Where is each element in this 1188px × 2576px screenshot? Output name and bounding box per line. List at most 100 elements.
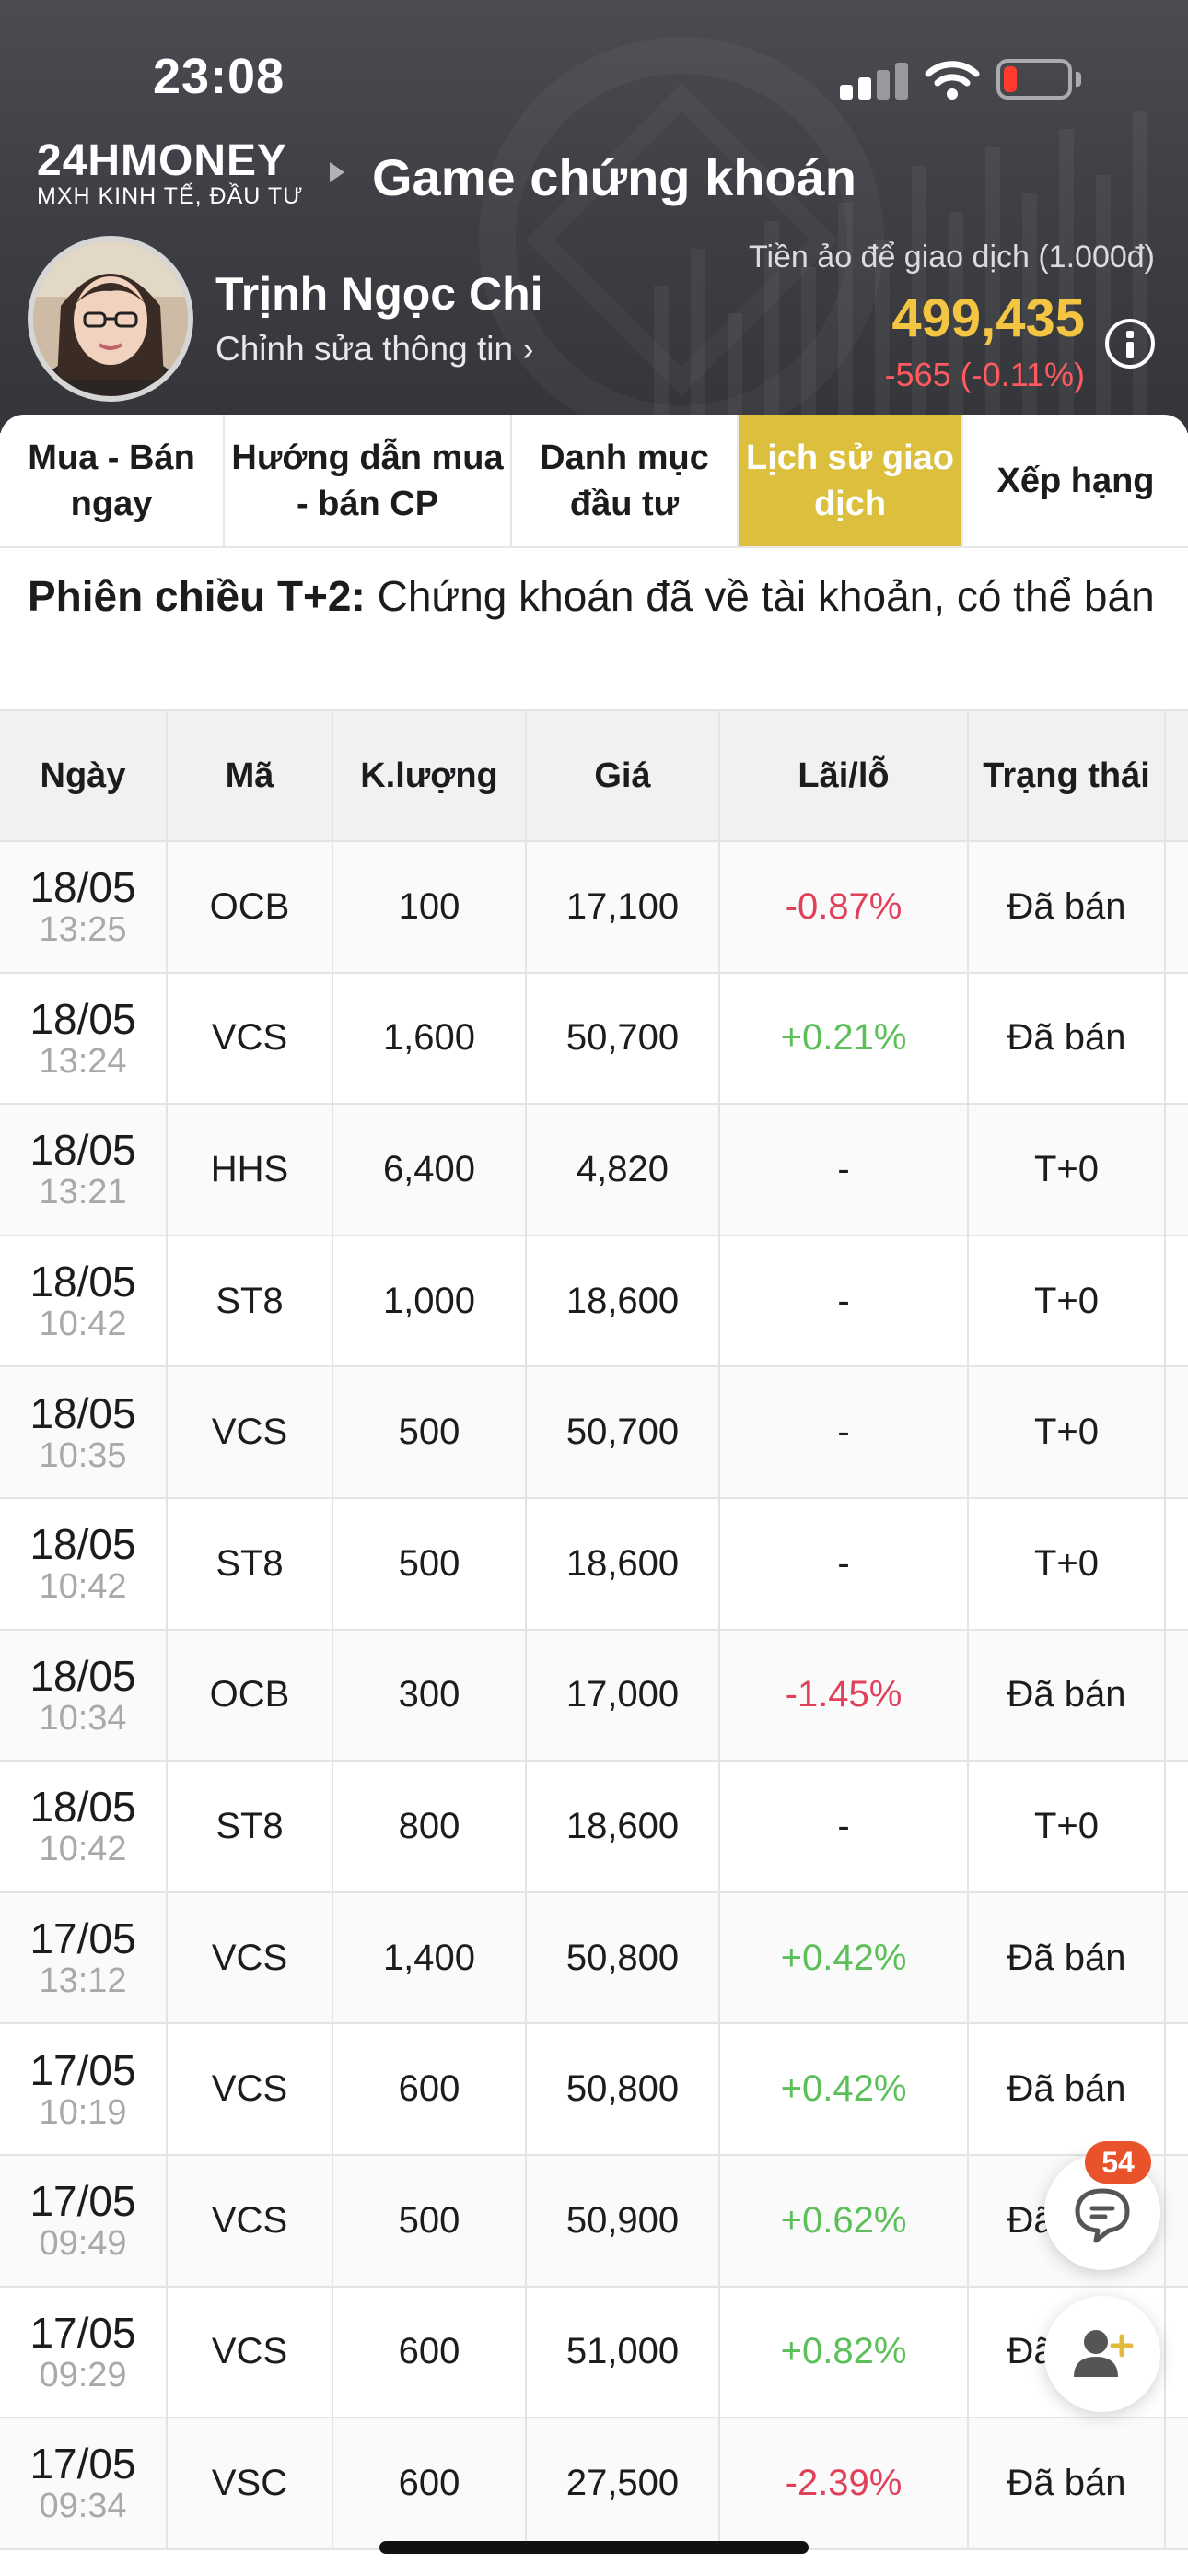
cell-price: 50,900 [527, 2155, 720, 2286]
cell-status: Đã bán [969, 1630, 1166, 1761]
cell-price: 27,500 [527, 2418, 720, 2548]
tab-portfolio[interactable]: Danh mục đầu tư [512, 415, 739, 546]
brand-logo[interactable]: 24HMONEY MXH KINH TẾ, ĐẦU TƯ [37, 136, 304, 209]
balance-value: 499,435 [891, 288, 1085, 348]
trade-date: 18/05 [29, 1126, 136, 1175]
cell-price: 17,000 [527, 1630, 720, 1761]
cell-profit-loss: - [720, 1498, 969, 1629]
tab-ranking[interactable]: Xếp hạng [996, 461, 1155, 500]
avatar[interactable] [28, 236, 193, 402]
chevron-right-icon [330, 162, 344, 182]
cell-status: T+0 [969, 1762, 1166, 1891]
tab-bar: Mua - Bán ngay Hướng dẫn mua - bán CP Da… [0, 415, 1188, 548]
trade-time: 13:21 [39, 1173, 127, 1212]
chat-notification-badge: 54 [1085, 2141, 1151, 2184]
edit-profile-link[interactable]: Chỉnh sửa thông tin › [215, 330, 534, 368]
cell-quantity: 600 [333, 2287, 527, 2418]
table-row[interactable]: 18/05 10:34 OCB 300 17,000 -1.45% Đã bán [0, 1630, 1188, 1762]
add-user-icon [1074, 2330, 1134, 2377]
cell-price: 18,600 [527, 1498, 720, 1629]
trade-date: 17/05 [29, 2045, 136, 2094]
trade-date: 18/05 [29, 1783, 136, 1832]
cell-stock-code: HHS [168, 1105, 333, 1235]
cell-quantity: 500 [333, 1367, 527, 1497]
trade-time: 09:29 [39, 2355, 127, 2395]
cell-price: 18,600 [527, 1762, 720, 1891]
trade-time: 09:49 [39, 2224, 127, 2264]
cell-date: 18/05 10:42 [0, 1498, 168, 1629]
tab-buy-sell-guide[interactable]: Hướng dẫn mua - bán CP [225, 415, 512, 546]
table-row[interactable]: 17/05 09:34 VSC 600 27,500 -2.39% Đã bán [0, 2418, 1188, 2550]
trade-time: 10:34 [39, 1698, 127, 1738]
column-header-quantity: K.lượng [333, 711, 527, 840]
table-row[interactable]: 18/05 10:42 ST8 500 18,600- T+0 [0, 1498, 1188, 1631]
table-row[interactable]: 18/05 13:24 VCS 1,600 50,700 +0.21% Đã bán [0, 973, 1188, 1106]
table-row[interactable]: 18/05 13:25 OCB 100 17,100 -0.87% Đã bán [0, 842, 1188, 974]
cell-date: 18/05 13:21 [0, 1105, 168, 1235]
cell-profit-loss: - [720, 1235, 969, 1366]
trade-date: 18/05 [29, 863, 136, 912]
table-row[interactable]: 17/05 13:12 VCS 1,400 50,800 +0.42% Đã bán [0, 1892, 1188, 2025]
avatar-image [33, 241, 188, 396]
table-row[interactable]: 17/05 10:19 VCS 600 50,800 +0.42% Đã bán [0, 2024, 1188, 2156]
info-icon[interactable] [1105, 319, 1155, 369]
cell-stock-code: ST8 [168, 1235, 333, 1366]
cell-stock-code: VCS [168, 1367, 333, 1497]
session-note-label: Phiên chiều T+2: [28, 572, 366, 620]
tab-transaction-history[interactable]: Lịch sử giao dịch [739, 415, 963, 546]
cell-price: 17,100 [527, 842, 720, 972]
cell-price: 51,000 [527, 2287, 720, 2418]
table-row[interactable]: 18/05 10:42 ST8 800 18,600- T+0 [0, 1762, 1188, 1893]
trade-time: 13:24 [39, 1041, 127, 1081]
cell-stock-code: VCS [168, 2287, 333, 2418]
cell-status: Đã bán [969, 842, 1166, 972]
trade-time: 10:42 [39, 1305, 127, 1344]
cell-stock-code: VSC [168, 2418, 333, 2548]
cell-profit-loss: - [720, 1762, 969, 1891]
cell-date: 18/05 13:24 [0, 973, 168, 1104]
cell-price: 50,700 [527, 973, 720, 1104]
trade-time: 13:25 [39, 910, 127, 950]
cell-price: 4,820 [527, 1105, 720, 1235]
trade-date: 17/05 [29, 1914, 136, 1963]
cell-date: 18/05 10:42 [0, 1762, 168, 1891]
page-title: Game chứng khoán [372, 148, 856, 206]
add-friend-button[interactable] [1044, 2296, 1160, 2412]
cell-date: 18/05 10:35 [0, 1367, 168, 1497]
cell-stock-code: ST8 [168, 1498, 333, 1629]
transaction-table: Ngày Mã K.lượng Giá Lãi/lỗ Trạng thái 18… [0, 709, 1188, 2550]
cell-date: 18/05 13:25 [0, 842, 168, 972]
cell-overflow [1166, 1631, 1188, 1761]
cell-quantity: 1,000 [333, 1235, 527, 1366]
cell-overflow [1166, 1105, 1188, 1235]
cell-status: T+0 [969, 1235, 1166, 1366]
cell-quantity: 800 [333, 1762, 527, 1891]
trade-time: 10:19 [39, 2092, 127, 2132]
cell-profit-loss: - [720, 1105, 969, 1235]
trade-date: 17/05 [29, 2177, 136, 2226]
cell-overflow [1166, 974, 1188, 1104]
cell-status: Đã bán [969, 2024, 1166, 2154]
cell-date: 18/05 10:34 [0, 1630, 168, 1761]
home-indicator[interactable] [379, 2541, 809, 2554]
cell-stock-code: VCS [168, 2024, 333, 2154]
table-row[interactable]: 18/05 10:42 ST8 1,000 18,600- T+0 [0, 1235, 1188, 1368]
table-row[interactable]: 18/05 13:21 HHS 6,400 4,820- T+0 [0, 1105, 1188, 1236]
cell-profit-loss: +0.42% [720, 2024, 969, 2154]
battery-icon [996, 59, 1081, 100]
cell-status: Đã bán [969, 2418, 1166, 2548]
cell-profit-loss: -0.87% [720, 842, 969, 972]
cell-overflow [1166, 1236, 1188, 1366]
column-header-code: Mã [168, 711, 333, 840]
cell-quantity: 500 [333, 1498, 527, 1629]
balance-label: Tiền ảo để giao dịch (1.000đ) [748, 240, 1155, 275]
cell-overflow [1166, 2156, 1188, 2286]
cell-quantity: 100 [333, 842, 527, 972]
cell-profit-loss: - [720, 1367, 969, 1497]
trade-date: 17/05 [29, 2308, 136, 2357]
tab-buy-sell-now[interactable]: Mua - Bán ngay [0, 415, 225, 546]
trade-date: 18/05 [29, 994, 136, 1043]
table-row[interactable]: 18/05 10:35 VCS 500 50,700- T+0 [0, 1367, 1188, 1499]
